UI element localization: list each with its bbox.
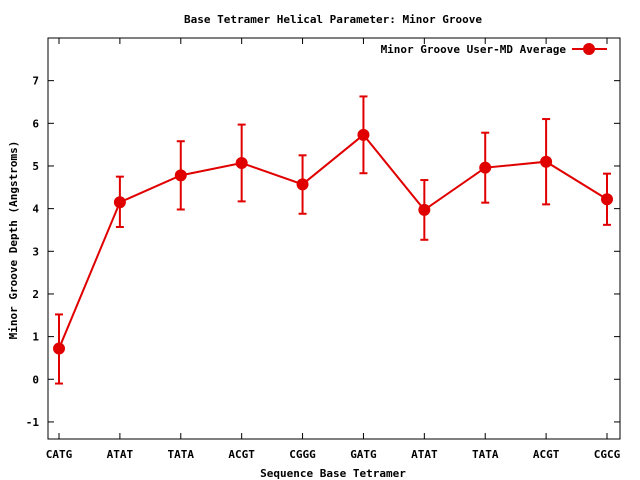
y-axis-label: Minor Groove Depth (Angstroms) xyxy=(7,141,20,340)
data-point xyxy=(418,203,431,216)
error-bars xyxy=(55,95,611,385)
x-tick-label: TATA xyxy=(168,448,195,461)
data-point xyxy=(479,161,492,174)
x-tick-label: GATG xyxy=(350,448,377,461)
legend-marker xyxy=(583,43,595,55)
y-tick-label: 0 xyxy=(32,373,39,386)
x-axis-ticks: CATG ATAT TATA ACGT CGGG GATG ATAT TATA ACGT CGCG xyxy=(46,38,621,461)
x-tick-label: TATA xyxy=(472,448,499,461)
plot-frame xyxy=(47,37,621,440)
x-tick-label: CATG xyxy=(46,448,73,461)
x-tick-label: CGCG xyxy=(594,448,621,461)
legend: Minor Groove User-MD Average xyxy=(381,43,607,56)
data-point xyxy=(235,156,248,169)
y-tick-label: 4 xyxy=(32,203,39,216)
x-tick-label: ACGT xyxy=(533,448,560,461)
data-points xyxy=(53,128,613,355)
series-line xyxy=(58,133,608,349)
chart-title: Base Tetramer Helical Parameter: Minor G… xyxy=(184,13,482,26)
x-tick-label: ACGT xyxy=(228,448,255,461)
x-tick-label: ATAT xyxy=(411,448,438,461)
data-point xyxy=(113,196,126,209)
legend-label: Minor Groove User-MD Average xyxy=(381,43,567,56)
data-point xyxy=(357,128,370,141)
y-tick-label: 5 xyxy=(32,160,39,173)
y-axis-ticks: -1 0 1 2 3 4 5 6 7 xyxy=(26,75,620,429)
y-tick-label: -1 xyxy=(26,416,40,429)
x-tick-label: CGGG xyxy=(289,448,316,461)
x-tick-label: ATAT xyxy=(107,448,134,461)
data-point xyxy=(540,155,553,168)
y-tick-label: 3 xyxy=(32,245,39,258)
y-tick-label: 7 xyxy=(32,75,39,88)
y-tick-label: 6 xyxy=(32,117,39,130)
y-tick-label: 2 xyxy=(32,288,39,301)
x-axis-label: Sequence Base Tetramer xyxy=(260,467,406,480)
data-point xyxy=(174,169,187,182)
y-tick-label: 1 xyxy=(32,331,39,344)
data-point xyxy=(601,193,613,206)
data-point xyxy=(53,342,65,355)
data-point xyxy=(296,178,309,191)
